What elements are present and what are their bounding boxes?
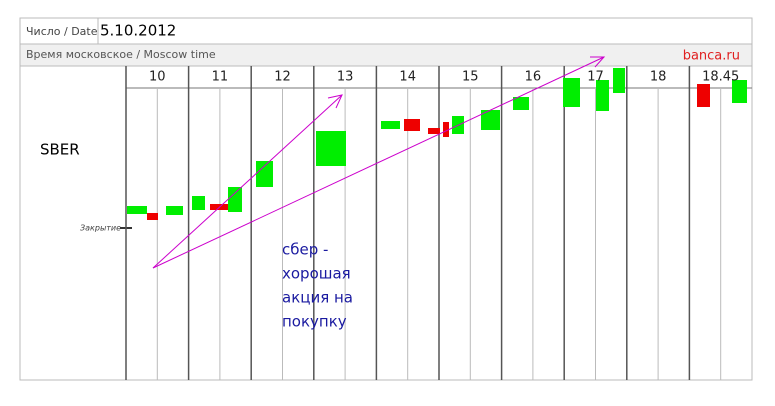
time-bar <box>19 43 753 67</box>
arrow-head <box>327 94 343 109</box>
trend-arrow <box>152 56 605 269</box>
hour-label: 11 <box>212 70 229 85</box>
candle <box>381 121 400 129</box>
candle <box>596 80 609 111</box>
trend-arrow <box>152 94 343 269</box>
candle <box>613 68 625 93</box>
hour-label: 10 <box>149 70 166 85</box>
hour-label: 12 <box>274 70 291 85</box>
candles <box>127 68 747 220</box>
candle <box>481 110 500 130</box>
candle <box>697 84 710 107</box>
candle <box>732 80 747 103</box>
annotation-line: акция на <box>282 289 353 307</box>
close-label: Закрытие <box>80 224 121 233</box>
frame <box>19 17 753 381</box>
candle <box>256 161 273 187</box>
hour-label: 16 <box>525 70 542 85</box>
ticker: SBER <box>40 141 80 159</box>
candle <box>443 122 449 137</box>
candle <box>228 187 242 212</box>
hour-label: 15 <box>462 70 479 85</box>
candle <box>192 196 205 210</box>
candle <box>513 97 529 110</box>
date-label-box <box>19 17 99 45</box>
candle <box>127 206 147 214</box>
candle <box>166 206 183 215</box>
candle <box>563 78 580 107</box>
date-label: Число / Date <box>26 25 98 38</box>
hour-label: 14 <box>399 70 416 85</box>
time-label: Время московское / Moscow time <box>26 48 216 61</box>
annotation-line: сбер - <box>282 241 328 259</box>
candle <box>404 119 420 131</box>
hour-label: 18 <box>650 70 667 85</box>
hour-label: 17 <box>587 70 604 85</box>
trend-arrows <box>152 56 606 269</box>
candle <box>147 213 158 220</box>
hour-label: 18.45 <box>702 70 739 85</box>
candle <box>428 128 440 134</box>
hour-label: 13 <box>337 70 354 85</box>
date: 5.10.2012 <box>100 22 176 40</box>
arrow-head <box>590 56 606 68</box>
annotation-line: хорошая <box>282 265 351 283</box>
candle <box>316 131 346 166</box>
annotation-line: покупку <box>282 313 347 331</box>
source: banca.ru <box>683 49 740 64</box>
